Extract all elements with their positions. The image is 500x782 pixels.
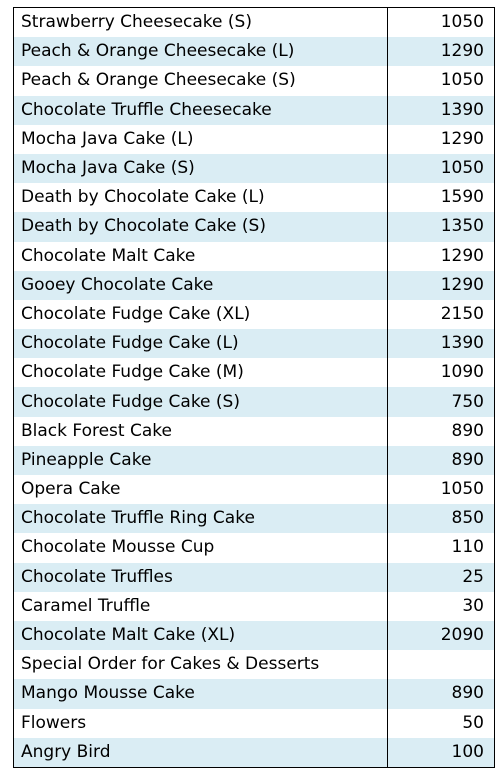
menu-item-name: Chocolate Fudge Cake (L) xyxy=(12,329,389,359)
menu-item-row: Special Order for Cakes & Desserts xyxy=(12,650,495,680)
menu-item-row: Chocolate Fudge Cake (L) 1390 xyxy=(12,329,495,359)
menu-item-name: Black Forest Cake xyxy=(12,416,389,446)
menu-item-price: 1290 xyxy=(387,37,495,67)
menu-item-row: Chocolate Truffle Ring Cake 850 xyxy=(12,504,495,534)
menu-item-row: Strawberry Cheesecake (S) 1050 xyxy=(12,7,495,38)
menu-item-name: Special Order for Cakes & Desserts xyxy=(12,650,389,680)
menu-item-name: Pineapple Cake xyxy=(12,445,389,475)
menu-item-name: Chocolate Truffle Ring Cake xyxy=(12,504,389,534)
menu-item-row: Gooey Chocolate Cake 1290 xyxy=(12,270,495,300)
menu-item-price: 1290 xyxy=(387,124,495,154)
menu-item-name: Flowers xyxy=(12,708,389,738)
menu-item-price: 1050 xyxy=(387,7,495,38)
menu-item-row: Chocolate Mousse Cup 110 xyxy=(12,533,495,563)
menu-item-price: 1050 xyxy=(387,475,495,505)
menu-item-row: Chocolate Truffle Cheesecake 1390 xyxy=(12,95,495,125)
menu-item-row: Mocha Java Cake (L) 1290 xyxy=(12,124,495,154)
menu-item-name: Chocolate Malt Cake (XL) xyxy=(12,620,389,651)
menu-item-name: Gooey Chocolate Cake xyxy=(12,270,389,300)
price-list-table: Strawberry Cheesecake (S) 1050 Peach & Ora… xyxy=(12,7,495,768)
menu-item-price: 25 xyxy=(387,562,495,592)
menu-item-row: Chocolate Fudge Cake (M) 1090 xyxy=(12,358,495,388)
menu-item-row: Caramel Truffle 30 xyxy=(12,591,495,621)
menu-item-row: Death by Chocolate Cake (S) 1350 xyxy=(12,212,495,242)
menu-item-row: Flowers 50 xyxy=(12,708,495,738)
menu-item-price: 1390 xyxy=(387,95,495,125)
menu-item-name: Chocolate Truffle Cheesecake xyxy=(12,95,389,125)
menu-item-name: Chocolate Truffles xyxy=(12,562,389,592)
menu-item-price: 1290 xyxy=(387,241,495,271)
menu-item-row: Chocolate Malt Cake (XL) 2090 xyxy=(12,620,495,651)
menu-item-name: Death by Chocolate Cake (L) xyxy=(12,183,389,213)
menu-item-name: Chocolate Malt Cake xyxy=(12,241,389,271)
menu-item-row: Chocolate Truffles 25 xyxy=(12,562,495,592)
menu-item-row: Chocolate Fudge Cake (S) 750 xyxy=(12,387,495,417)
menu-item-name: Chocolate Fudge Cake (M) xyxy=(12,358,389,388)
menu-item-name: Caramel Truffle xyxy=(12,591,389,621)
menu-item-price: 1590 xyxy=(387,183,495,213)
menu-item-row: Pineapple Cake 890 xyxy=(12,445,495,475)
menu-item-price: 890 xyxy=(387,416,495,446)
menu-item-name: Chocolate Fudge Cake (XL) xyxy=(12,299,389,330)
menu-item-row: Black Forest Cake 890 xyxy=(12,416,495,446)
menu-item-name: Strawberry Cheesecake (S) xyxy=(12,7,389,38)
menu-item-price: 1050 xyxy=(387,153,495,184)
menu-item-name: Chocolate Mousse Cup xyxy=(12,533,389,563)
price-list-body: Strawberry Cheesecake (S) 1050 Peach & Ora… xyxy=(12,7,495,768)
menu-item-price xyxy=(387,650,495,680)
menu-item-row: Peach & Orange Cheesecake (L) 1290 xyxy=(12,37,495,67)
menu-item-name: Peach & Orange Cheesecake (L) xyxy=(12,37,389,67)
menu-item-price: 30 xyxy=(387,591,495,621)
menu-item-price: 100 xyxy=(387,737,495,768)
menu-item-row: Chocolate Fudge Cake (XL) 2150 xyxy=(12,299,495,330)
menu-item-row: Mocha Java Cake (S) 1050 xyxy=(12,153,495,184)
menu-item-price: 50 xyxy=(387,708,495,738)
menu-item-name: Angry Bird xyxy=(12,737,389,768)
menu-item-row: Chocolate Malt Cake 1290 xyxy=(12,241,495,271)
menu-item-price: 2090 xyxy=(387,620,495,651)
menu-item-name: Mango Mousse Cake xyxy=(12,679,389,709)
menu-item-row: Death by Chocolate Cake (L) 1590 xyxy=(12,183,495,213)
menu-item-price: 1050 xyxy=(387,66,495,96)
menu-item-name: Peach & Orange Cheesecake (S) xyxy=(12,66,389,96)
menu-item-name: Opera Cake xyxy=(12,475,389,505)
menu-item-row: Mango Mousse Cake 890 xyxy=(12,679,495,709)
menu-item-name: Mocha Java Cake (S) xyxy=(12,153,389,184)
menu-item-name: Mocha Java Cake (L) xyxy=(12,124,389,154)
menu-item-row: Angry Bird 100 xyxy=(12,737,495,768)
menu-item-price: 110 xyxy=(387,533,495,563)
menu-item-name: Chocolate Fudge Cake (S) xyxy=(12,387,389,417)
menu-item-price: 2150 xyxy=(387,299,495,330)
menu-item-row: Peach & Orange Cheesecake (S) 1050 xyxy=(12,66,495,96)
menu-item-price: 1090 xyxy=(387,358,495,388)
menu-item-price: 1390 xyxy=(387,329,495,359)
menu-item-price: 1290 xyxy=(387,270,495,300)
menu-item-price: 850 xyxy=(387,504,495,534)
menu-item-name: Death by Chocolate Cake (S) xyxy=(12,212,389,242)
menu-item-row: Opera Cake 1050 xyxy=(12,475,495,505)
menu-item-price: 1350 xyxy=(387,212,495,242)
menu-item-price: 890 xyxy=(387,445,495,475)
menu-item-price: 750 xyxy=(387,387,495,417)
menu-item-price: 890 xyxy=(387,679,495,709)
